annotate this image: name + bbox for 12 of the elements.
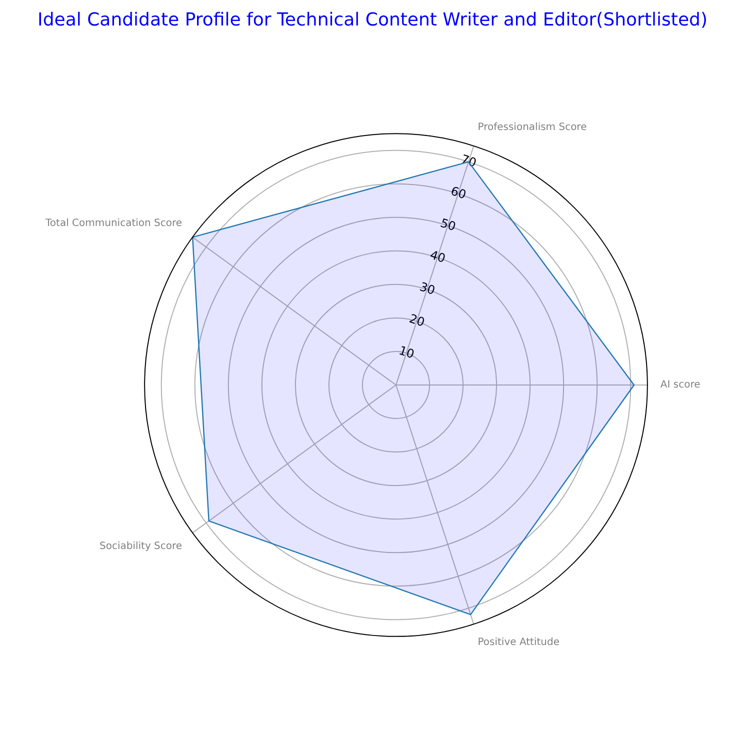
y-tick-label: 30 <box>418 280 437 298</box>
y-tick-label: 50 <box>438 216 458 234</box>
y-tick-label: 40 <box>428 248 448 266</box>
y-tick-label: 60 <box>449 184 468 202</box>
spoke-label: Professionalism Score <box>478 122 587 134</box>
spoke-label: Positive Attitude <box>478 637 560 648</box>
spoke-label: AI score <box>660 380 700 391</box>
spoke-label: Sociability Score <box>99 541 182 552</box>
chart-title: Ideal Candidate Profile for Technical Content Writer and Editor(Shortlisted) <box>38 9 708 30</box>
y-tick-label: 10 <box>397 343 416 362</box>
y-tick-label: 20 <box>408 311 426 330</box>
spoke-label: Total Communication Score <box>44 218 182 230</box>
